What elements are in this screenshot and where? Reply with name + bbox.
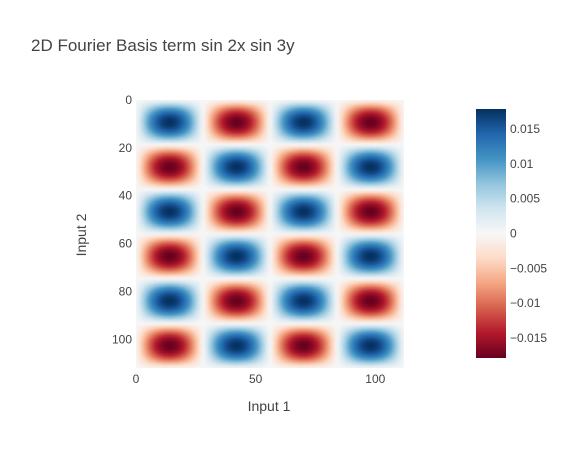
colorbar-gradient [476, 109, 506, 358]
y-axis-title: Input 2 [73, 213, 89, 256]
x-tick-label: 100 [365, 372, 385, 386]
y-axis: 0 20 40 60 80 100 [112, 93, 132, 346]
y-tick-label: 0 [125, 93, 132, 107]
heatmap-plot-area [136, 100, 404, 368]
colorbar-tick-label: 0.015 [510, 122, 540, 136]
chart-title: 2D Fourier Basis term sin 2x sin 3y [31, 36, 295, 55]
y-tick-label: 80 [119, 284, 133, 298]
colorbar-tick-label: −0.01 [510, 296, 541, 310]
x-axis: 0 50 100 [133, 372, 386, 386]
colorbar-tick-label: 0.01 [510, 157, 534, 171]
heatmap-image [136, 100, 404, 368]
colorbar-tick-label: −0.005 [510, 261, 547, 275]
y-tick-label: 60 [119, 237, 133, 251]
colorbar-tick-label: 0 [510, 227, 517, 241]
y-tick-label: 20 [119, 141, 133, 155]
x-axis-title: Input 1 [248, 398, 291, 414]
x-tick-label: 50 [249, 372, 263, 386]
y-tick-label: 100 [112, 332, 132, 346]
x-tick-label: 0 [133, 372, 140, 386]
y-tick-label: 40 [119, 189, 133, 203]
colorbar: 0.015 0.01 0.005 0 −0.005 −0.01 −0.015 [476, 109, 547, 358]
colorbar-ticks: 0.015 0.01 0.005 0 −0.005 −0.01 −0.015 [510, 122, 547, 345]
colorbar-tick-label: −0.015 [510, 331, 547, 345]
colorbar-tick-label: 0.005 [510, 192, 540, 206]
